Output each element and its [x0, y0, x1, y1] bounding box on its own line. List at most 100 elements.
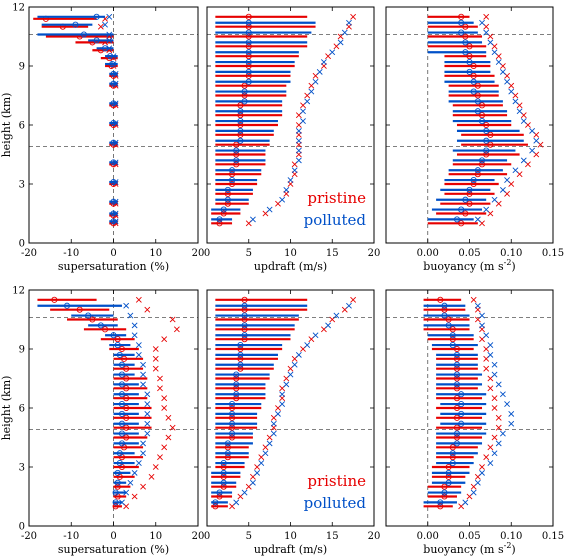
median-marker [453, 385, 461, 392]
median-marker [453, 381, 461, 388]
median-marker [449, 450, 456, 457]
median-marker [237, 365, 244, 372]
median-marker [123, 404, 130, 412]
median-marker [483, 147, 490, 154]
peak-marker [123, 489, 130, 496]
median-marker [216, 220, 223, 227]
median-marker [245, 33, 252, 40]
median-marker [458, 19, 465, 26]
peak-marker [483, 29, 490, 36]
y-tick-label: 12 [12, 286, 25, 297]
x-tick-label: 0 [110, 248, 116, 259]
median-marker [118, 410, 125, 417]
median-marker [114, 479, 121, 486]
median-marker [233, 157, 240, 164]
x-tick-label: 20 [368, 248, 381, 259]
median-marker [114, 336, 121, 343]
median-marker [114, 483, 121, 490]
median-marker [233, 375, 240, 382]
peak-marker [316, 68, 323, 75]
peak-marker [135, 342, 142, 348]
x-tick-label: 10 [149, 248, 162, 259]
legend-polluted: polluted [304, 211, 367, 229]
peak-marker [131, 322, 138, 329]
median-marker [453, 216, 461, 223]
median-marker [466, 190, 473, 197]
peak-marker [144, 306, 151, 313]
x-axis-label-close: ) [511, 260, 515, 273]
peak-marker [470, 296, 477, 303]
peak-marker [144, 391, 151, 398]
median-marker [237, 137, 244, 144]
median-marker [462, 210, 469, 217]
median-marker [462, 23, 469, 30]
peak-marker [491, 405, 498, 411]
median-marker [228, 430, 236, 437]
median-marker [241, 316, 248, 323]
peak-marker [97, 23, 104, 30]
median-marker [97, 322, 104, 329]
median-marker [453, 355, 461, 362]
x-tick-label: 0.00 [417, 248, 439, 259]
median-marker [118, 371, 125, 378]
median-marker [241, 92, 248, 99]
x-axis-label-exponent: -2 [504, 258, 512, 267]
y-axis-label: height (km) [0, 376, 13, 441]
peak-marker [144, 410, 151, 417]
peak-marker [479, 19, 485, 26]
peak-marker [295, 351, 302, 358]
median-marker [474, 167, 481, 174]
peak-marker [110, 53, 117, 60]
panel-bottom-updraft: 0 5 10 15 20 updraft (m/s) pristine polluted [204, 289, 380, 556]
x-tick-label: 20 [192, 531, 205, 542]
peak-marker [304, 342, 311, 348]
series-pristine [423, 296, 502, 510]
median-marker [458, 420, 465, 427]
y-axis-label: height (km) [0, 93, 13, 158]
median-marker [107, 53, 114, 60]
peak-marker [112, 100, 119, 107]
peak-marker [495, 414, 502, 421]
median-marker [237, 342, 244, 349]
median-marker [453, 404, 461, 412]
median-marker [245, 43, 252, 50]
median-marker [474, 108, 481, 115]
median-marker [228, 424, 236, 431]
series-pristine [211, 296, 357, 510]
median-marker [123, 385, 130, 392]
peak-marker [144, 420, 151, 427]
peak-marker [241, 489, 248, 496]
median-marker [241, 82, 248, 89]
peak-marker [333, 312, 340, 319]
median-marker [241, 88, 248, 95]
peak-marker [350, 296, 357, 303]
median-marker [93, 37, 100, 44]
series-polluted [423, 302, 515, 506]
peak-marker [512, 98, 519, 105]
median-marker [228, 401, 236, 408]
y-tick-label: 9 [19, 345, 25, 356]
median-marker [245, 39, 252, 46]
peak-marker [140, 440, 146, 447]
x-axis-label: updraft (m/s) [254, 543, 327, 556]
median-marker [76, 306, 83, 313]
x-axis-label-close: ) [511, 543, 515, 556]
median-marker [458, 401, 465, 408]
peak-marker [462, 499, 469, 506]
median-marker [118, 381, 125, 388]
median-marker [241, 332, 248, 339]
x-tick-label: 0.10 [500, 248, 522, 259]
peak-marker [483, 365, 490, 372]
x-tick-label: 0.10 [500, 531, 522, 542]
peak-marker [474, 216, 481, 223]
median-marker [445, 316, 452, 323]
panel-bottom-buoyancy: 0.00 0.05 0.10 0.15 buoyancy (m s-2) [385, 289, 564, 556]
median-marker [483, 151, 490, 158]
median-marker [474, 92, 481, 99]
median-marker [51, 296, 58, 303]
median-marker [474, 98, 481, 105]
peak-marker [295, 147, 302, 154]
median-marker [458, 13, 465, 20]
median-marker [237, 118, 244, 125]
median-marker [228, 167, 236, 174]
